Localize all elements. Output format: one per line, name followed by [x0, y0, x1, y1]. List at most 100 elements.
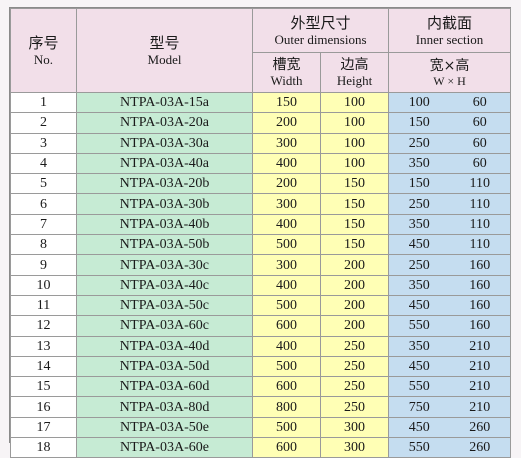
cell-no: 2 [10, 112, 77, 134]
cell-width: 300 [252, 132, 321, 154]
cell-model: NTPA-03A-15a [76, 91, 253, 114]
header-outer-en: Outer dimensions [274, 32, 367, 47]
cell-width: 500 [252, 234, 321, 256]
table-row: 5 NTPA-03A-20b 200 150 150 110 [10, 173, 512, 195]
header-outer-zh: 外型尺寸 [290, 14, 351, 32]
cell-no: 15 [10, 376, 77, 398]
header-model-en: Model [147, 52, 182, 67]
cell-no: 10 [10, 274, 77, 296]
table-row: 17 NTPA-03A-50e 500 300 450 260 [10, 416, 512, 439]
cell-width: 300 [252, 254, 321, 276]
header-inner-en: Inner section [415, 32, 484, 47]
table-row: 13 NTPA-03A-40d 400 250 350 210 [10, 335, 512, 357]
cell-inner-width: 550 [388, 376, 450, 398]
cell-model: NTPA-03A-30b [76, 193, 253, 215]
cell-inner-width: 450 [388, 294, 450, 317]
cell-inner-width: 750 [388, 396, 450, 418]
cell-height: 250 [319, 335, 390, 357]
cell-inner-width: 450 [388, 355, 450, 378]
cell-inner-height: 160 [449, 294, 512, 317]
cell-inner-height: 110 [449, 173, 512, 195]
cell-width: 400 [252, 152, 321, 175]
cell-width: 600 [252, 437, 321, 458]
cell-inner-width: 550 [388, 437, 450, 458]
table-row: 2 NTPA-03A-20a 200 100 150 60 [10, 112, 512, 134]
table-body: 1 NTPA-03A-15a 150 100 100 60 2 NTPA-03A-20a 200… [10, 91, 512, 458]
cell-inner-height: 160 [449, 315, 512, 337]
cell-inner-height: 60 [449, 112, 512, 134]
cell-inner-width: 250 [388, 132, 450, 154]
cell-width: 400 [252, 213, 321, 236]
cell-model: NTPA-03A-80d [76, 396, 253, 418]
cell-no: 13 [10, 335, 77, 357]
cell-no: 6 [10, 193, 77, 215]
cell-inner-width: 350 [388, 274, 450, 296]
header-model: 型号 Model [76, 8, 253, 93]
header-outer: 外型尺寸 Outer dimensions [251, 8, 390, 53]
cell-width: 600 [252, 376, 321, 398]
cell-inner-width: 350 [388, 213, 450, 236]
cell-model: NTPA-03A-30a [76, 132, 253, 154]
header-height: 边高 Height [319, 52, 390, 93]
spec-table-frame: 序号 No. 型号 Model 外型尺寸 Outer dimensions 内截… [9, 7, 512, 458]
cell-model: NTPA-03A-20a [76, 112, 253, 134]
cell-inner-height: 260 [449, 437, 512, 458]
cell-no: 3 [10, 132, 77, 154]
cell-inner-width: 250 [388, 254, 450, 276]
cell-height: 150 [319, 173, 390, 195]
header-no-zh: 序号 [28, 34, 59, 52]
cell-width: 150 [252, 91, 321, 114]
cell-no: 11 [10, 294, 77, 317]
cell-height: 150 [319, 234, 390, 256]
cell-model: NTPA-03A-50c [76, 294, 253, 317]
cell-no: 7 [10, 213, 77, 236]
table-row: 7 NTPA-03A-40b 400 150 350 110 [10, 213, 512, 236]
header-width-en: Width [270, 73, 303, 88]
cell-inner-height: 60 [449, 132, 512, 154]
cell-height: 100 [319, 152, 390, 175]
header-no: 序号 No. [10, 8, 77, 93]
cell-width: 400 [252, 335, 321, 357]
table-row: 15 NTPA-03A-60d 600 250 550 210 [10, 376, 512, 398]
cell-model: NTPA-03A-40b [76, 213, 253, 236]
header-model-zh: 型号 [149, 34, 180, 52]
cell-inner-width: 450 [388, 234, 450, 256]
cell-inner-height: 210 [449, 335, 512, 357]
table-header: 序号 No. 型号 Model 外型尺寸 Outer dimensions 内截… [10, 8, 512, 93]
table-row: 12 NTPA-03A-60c 600 200 550 160 [10, 315, 512, 337]
cell-width: 200 [252, 173, 321, 195]
cell-height: 200 [319, 274, 390, 296]
header-height-zh: 边高 [340, 57, 369, 73]
cell-height: 200 [319, 254, 390, 276]
cell-inner-width: 250 [388, 193, 450, 215]
cell-height: 300 [319, 437, 390, 458]
header-inner: 内截面 Inner section [388, 8, 512, 53]
cell-height: 200 [319, 294, 390, 317]
cell-inner-height: 160 [449, 254, 512, 276]
cell-inner-width: 100 [388, 91, 450, 114]
cell-no: 1 [10, 91, 77, 114]
cell-width: 400 [252, 274, 321, 296]
cell-no: 18 [10, 437, 77, 458]
cell-inner-height: 60 [449, 91, 512, 114]
cell-height: 150 [319, 193, 390, 215]
table-row: 4 NTPA-03A-40a 400 100 350 60 [10, 152, 512, 175]
cell-width: 500 [252, 416, 321, 439]
cell-width: 800 [252, 396, 321, 418]
cell-no: 8 [10, 234, 77, 256]
cell-width: 600 [252, 315, 321, 337]
cell-no: 16 [10, 396, 77, 418]
cell-inner-height: 60 [449, 152, 512, 175]
table-row: 16 NTPA-03A-80d 800 250 750 210 [10, 396, 512, 418]
table-row: 14 NTPA-03A-50d 500 250 450 210 [10, 355, 512, 378]
cell-inner-width: 450 [388, 416, 450, 439]
cell-height: 100 [319, 91, 390, 114]
cell-no: 17 [10, 416, 77, 439]
header-width-zh: 槽宽 [272, 57, 301, 73]
table-row: 6 NTPA-03A-30b 300 150 250 110 [10, 193, 512, 215]
cell-inner-width: 350 [388, 335, 450, 357]
cell-width: 500 [252, 294, 321, 317]
cell-model: NTPA-03A-40a [76, 152, 253, 175]
header-inner-wh-zh: 宽×高 [429, 57, 470, 74]
cell-model: NTPA-03A-50b [76, 234, 253, 256]
